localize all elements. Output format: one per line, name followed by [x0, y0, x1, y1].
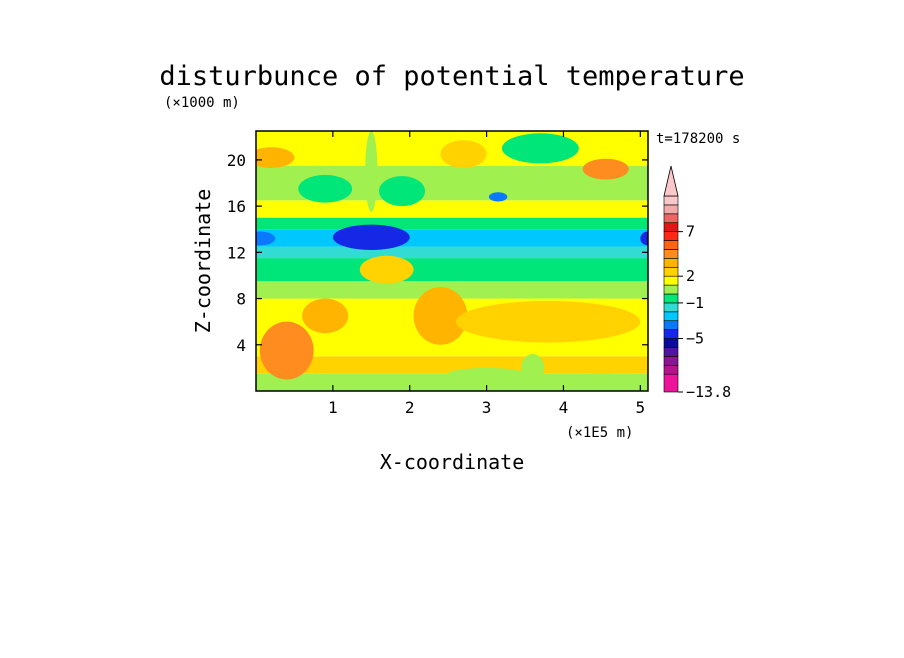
band-5 [256, 246, 648, 259]
y-tick-label: 8 [236, 290, 246, 309]
feature-7 [640, 231, 648, 246]
colorbar-swatch [663, 302, 679, 313]
colorbar-swatch [663, 373, 679, 393]
y-tick-label: 16 [227, 197, 246, 216]
contour-field [256, 131, 648, 391]
colorbar: −13.8 −5 −1 2 7 [663, 165, 731, 401]
colorbar-swatch [663, 258, 679, 268]
colorbar-label: −5 [686, 330, 704, 348]
colorbar-swatch [663, 266, 679, 277]
chart-title: disturbunce of potential temperature [159, 61, 744, 92]
feature-15 [365, 131, 378, 212]
band-10 [256, 165, 648, 183]
x-tick-label: 4 [559, 398, 569, 417]
colorbar-swatch [663, 222, 679, 232]
y-tick-label: 12 [227, 243, 246, 262]
plot-area [255, 130, 649, 392]
colorbar-label: 7 [686, 223, 695, 241]
colorbar-swatch [663, 204, 679, 215]
colorbar-label: 2 [686, 267, 695, 285]
band-4 [256, 258, 648, 282]
y-tick-label: 4 [236, 336, 246, 355]
colorbar-swatch [663, 311, 679, 322]
colorbar-label: −1 [686, 294, 704, 312]
plot-frame [255, 130, 649, 392]
colorbar-swatch [663, 249, 679, 259]
feature-8 [359, 255, 414, 284]
feature-13 [378, 176, 426, 207]
colorbar-extension [663, 165, 679, 197]
feature-11 [582, 158, 629, 180]
feature-12 [298, 174, 353, 203]
band-9 [256, 183, 648, 201]
colorbar-label: −13.8 [686, 383, 731, 401]
y-axis: 4 8 12 16 20 [227, 151, 648, 355]
band-0 [256, 373, 648, 391]
colorbar-swatch [663, 240, 679, 250]
feature-10 [440, 140, 487, 168]
colorbar-swatch [663, 329, 679, 339]
feature-17 [448, 367, 526, 380]
colorbar-swatch [663, 275, 679, 286]
feature-5 [332, 224, 410, 251]
feature-6 [256, 231, 276, 246]
x-unit-label: (×1E5 m) [566, 425, 633, 441]
band-8 [256, 200, 648, 218]
colorbar-swatch [663, 231, 679, 241]
y-axis-label: Z-coordinate [191, 189, 215, 334]
x-tick-label: 5 [635, 398, 645, 417]
feature-9 [256, 147, 295, 168]
x-tick-label: 1 [328, 398, 338, 417]
colorbar-swatch [663, 293, 679, 304]
feature-3 [455, 300, 641, 343]
band-1 [256, 356, 648, 374]
feature-18 [521, 354, 545, 382]
colorbar-swatch [663, 364, 679, 375]
y-tick-label: 20 [227, 151, 246, 170]
colorbar-swatch [663, 356, 679, 366]
feature-16 [488, 192, 508, 202]
colorbar-swatch [663, 213, 679, 224]
feature-1 [302, 298, 349, 334]
y-unit-label: (×1000 m) [164, 95, 240, 111]
colorbar-swatch [663, 320, 679, 330]
feature-0 [259, 321, 314, 380]
band-7 [256, 217, 648, 230]
time-label: t=178200 s [656, 131, 740, 147]
band-6 [256, 229, 648, 247]
x-tick-label: 3 [482, 398, 492, 417]
feature-2 [413, 287, 468, 345]
colorbar-swatch [663, 284, 679, 295]
x-axis: 1 2 3 4 5 [328, 131, 645, 417]
feature-14 [501, 133, 579, 164]
feature-19 [563, 373, 641, 386]
colorbar-swatch [663, 347, 679, 357]
colorbar-swatch [663, 195, 679, 206]
x-axis-label: X-coordinate [380, 450, 525, 474]
colorbar-swatch [663, 338, 679, 348]
x-tick-label: 2 [405, 398, 415, 417]
